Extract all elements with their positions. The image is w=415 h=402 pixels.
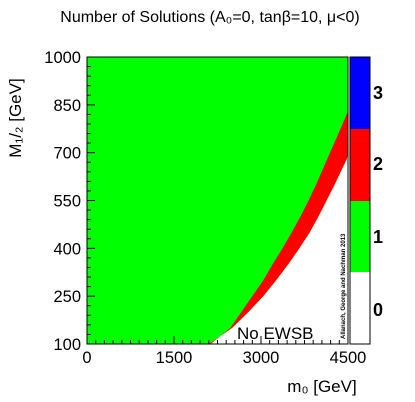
color-scale-frame — [349, 56, 371, 345]
plot-area — [86, 56, 349, 345]
chart-title: Number of Solutions (A₀=0, tanβ=10, μ<0) — [60, 9, 359, 26]
color-scale-label-2: 2 — [373, 154, 383, 174]
one-solution-region — [87, 57, 348, 344]
y-tick-label: 100 — [53, 336, 81, 354]
color-scale-red — [350, 129, 370, 201]
y-tick-label: 700 — [53, 145, 81, 163]
x-tick-label: 0 — [82, 349, 91, 367]
y-tick-label: 850 — [53, 97, 81, 115]
y-tick-label: 1000 — [44, 49, 81, 67]
color-scale: 3 2 1 0 — [349, 56, 383, 345]
no-ewsb-annotation: No EWSB — [237, 324, 314, 343]
y-tick-label: 400 — [53, 240, 81, 258]
credit-text: Allanach, George and Nachman 2013 — [341, 233, 347, 339]
x-axis-label: m₀ [GeV] — [287, 377, 356, 396]
y-axis-label: M₁/₂ [GeV] — [6, 78, 25, 157]
x-tick-label: 4500 — [330, 349, 367, 367]
color-scale-label-3: 3 — [373, 83, 383, 103]
x-axis-ticks: 0 1500 3000 4500 — [82, 336, 366, 367]
color-scale-white — [350, 272, 370, 344]
y-axis-ticks: 100 250 400 550 700 850 1000 — [44, 49, 95, 354]
color-scale-label-0: 0 — [373, 300, 383, 320]
color-scale-label-1: 1 — [373, 227, 383, 247]
y-tick-label: 550 — [53, 193, 81, 211]
x-tick-label: 1500 — [156, 349, 193, 367]
x-tick-label: 3000 — [243, 349, 280, 367]
color-scale-blue — [350, 57, 370, 129]
y-tick-label: 250 — [53, 288, 81, 306]
color-scale-green — [350, 201, 370, 272]
